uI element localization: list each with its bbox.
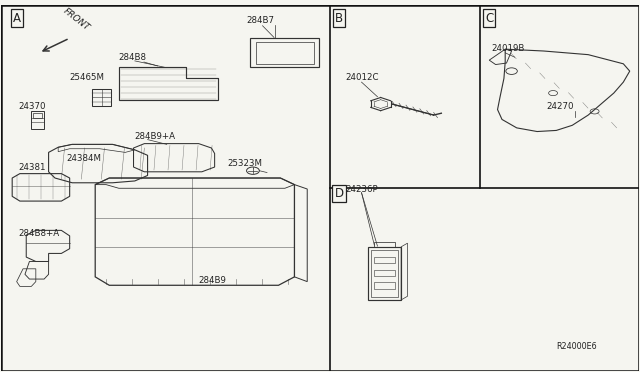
Text: 284B9+A: 284B9+A — [135, 132, 176, 141]
Text: 284B8: 284B8 — [119, 53, 147, 62]
Bar — [371, 250, 398, 297]
Bar — [374, 243, 395, 247]
Text: B: B — [335, 12, 343, 25]
Text: 24381: 24381 — [19, 163, 46, 172]
Text: FRONT: FRONT — [61, 7, 91, 33]
Text: 24270: 24270 — [547, 102, 574, 111]
Bar — [374, 257, 395, 263]
Text: 284B8+A: 284B8+A — [19, 229, 60, 238]
Text: 25323M: 25323M — [227, 159, 262, 168]
Text: 24012C: 24012C — [346, 73, 379, 82]
Bar — [33, 113, 42, 118]
Text: 24370: 24370 — [19, 102, 46, 111]
Bar — [368, 247, 401, 300]
Text: 24384M: 24384M — [67, 154, 102, 163]
Text: 24019B: 24019B — [491, 44, 525, 53]
Bar — [31, 111, 44, 129]
Text: C: C — [485, 12, 493, 25]
Bar — [92, 89, 111, 106]
Text: D: D — [335, 187, 344, 200]
Text: 284B9: 284B9 — [198, 276, 227, 285]
Text: 24236P: 24236P — [346, 185, 378, 194]
Text: R24000E6: R24000E6 — [556, 342, 597, 351]
Text: 25465M: 25465M — [70, 73, 105, 82]
Bar — [374, 270, 395, 276]
Text: A: A — [13, 12, 20, 25]
Text: 284B7: 284B7 — [246, 16, 275, 25]
Bar — [374, 282, 395, 289]
